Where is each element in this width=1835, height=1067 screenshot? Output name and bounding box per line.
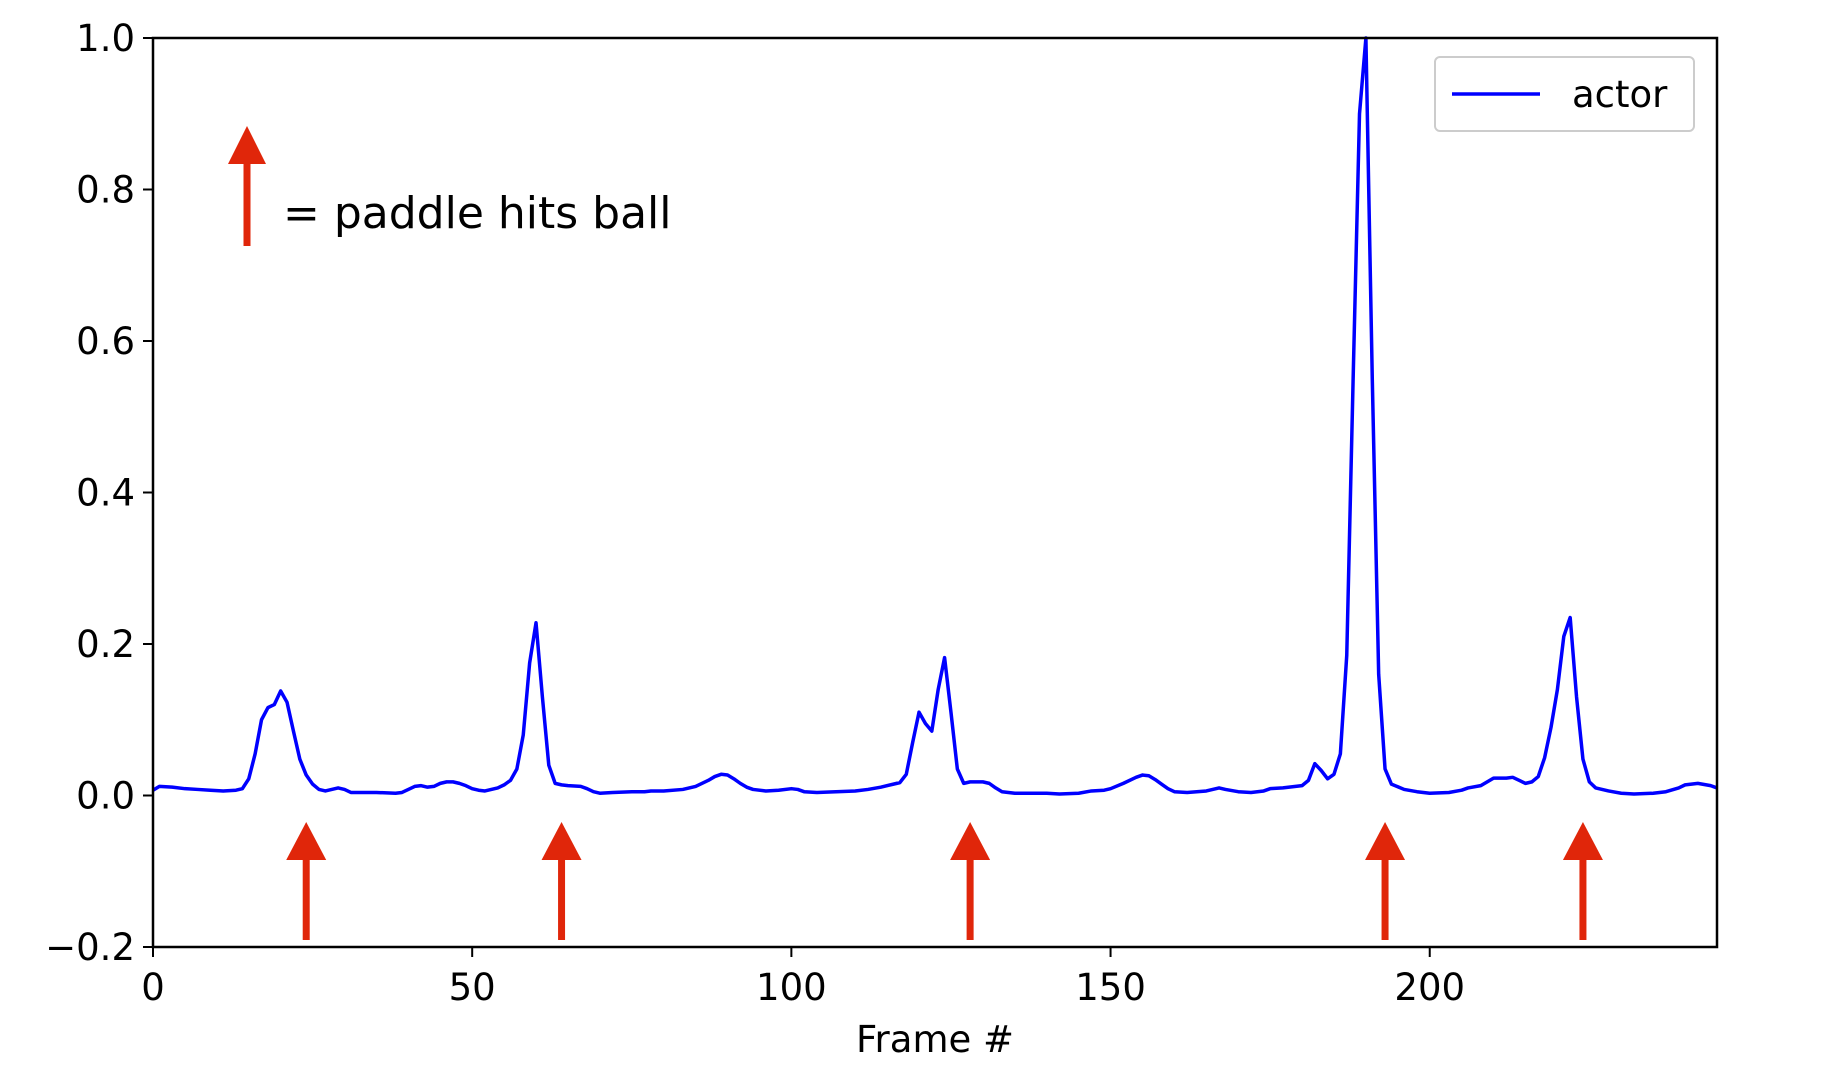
hit-arrow <box>541 822 582 940</box>
hit-arrow-head <box>541 822 582 860</box>
y-tick-label: 0.6 <box>76 320 135 363</box>
y-tick-label: 0.8 <box>76 169 135 212</box>
legend-box <box>1434 56 1695 132</box>
hit-arrow-head <box>950 822 991 860</box>
hit-arrow-head <box>1365 822 1406 860</box>
hit-arrow <box>1365 822 1406 940</box>
hit-arrow-head <box>1562 822 1603 860</box>
data-line <box>152 36 1718 796</box>
x-tick-label: 50 <box>449 966 496 1009</box>
x-tick-label: 150 <box>1075 966 1146 1009</box>
hit-arrow-head <box>286 822 327 860</box>
hit-arrow <box>1562 822 1603 940</box>
hit-arrow <box>950 822 991 940</box>
annotation: = paddle hits ball <box>283 188 672 239</box>
legend-label: actor <box>1572 73 1668 116</box>
y-tick-label: 0.2 <box>76 623 135 666</box>
x-tick-label: 100 <box>756 966 827 1009</box>
x-axis-label: Frame # <box>856 1018 1014 1061</box>
y-tick-label: 0.0 <box>76 775 135 818</box>
hit-arrow <box>286 822 327 940</box>
y-tick-label: 0.4 <box>76 472 135 515</box>
y-tick-label: −0.2 <box>45 926 135 969</box>
x-tick-label: 200 <box>1394 966 1465 1009</box>
key-arrow-head <box>228 126 266 164</box>
y-tick-label: 1.0 <box>76 17 135 60</box>
x-tick-label: 0 <box>141 966 165 1009</box>
plot-frame <box>151 36 1719 949</box>
